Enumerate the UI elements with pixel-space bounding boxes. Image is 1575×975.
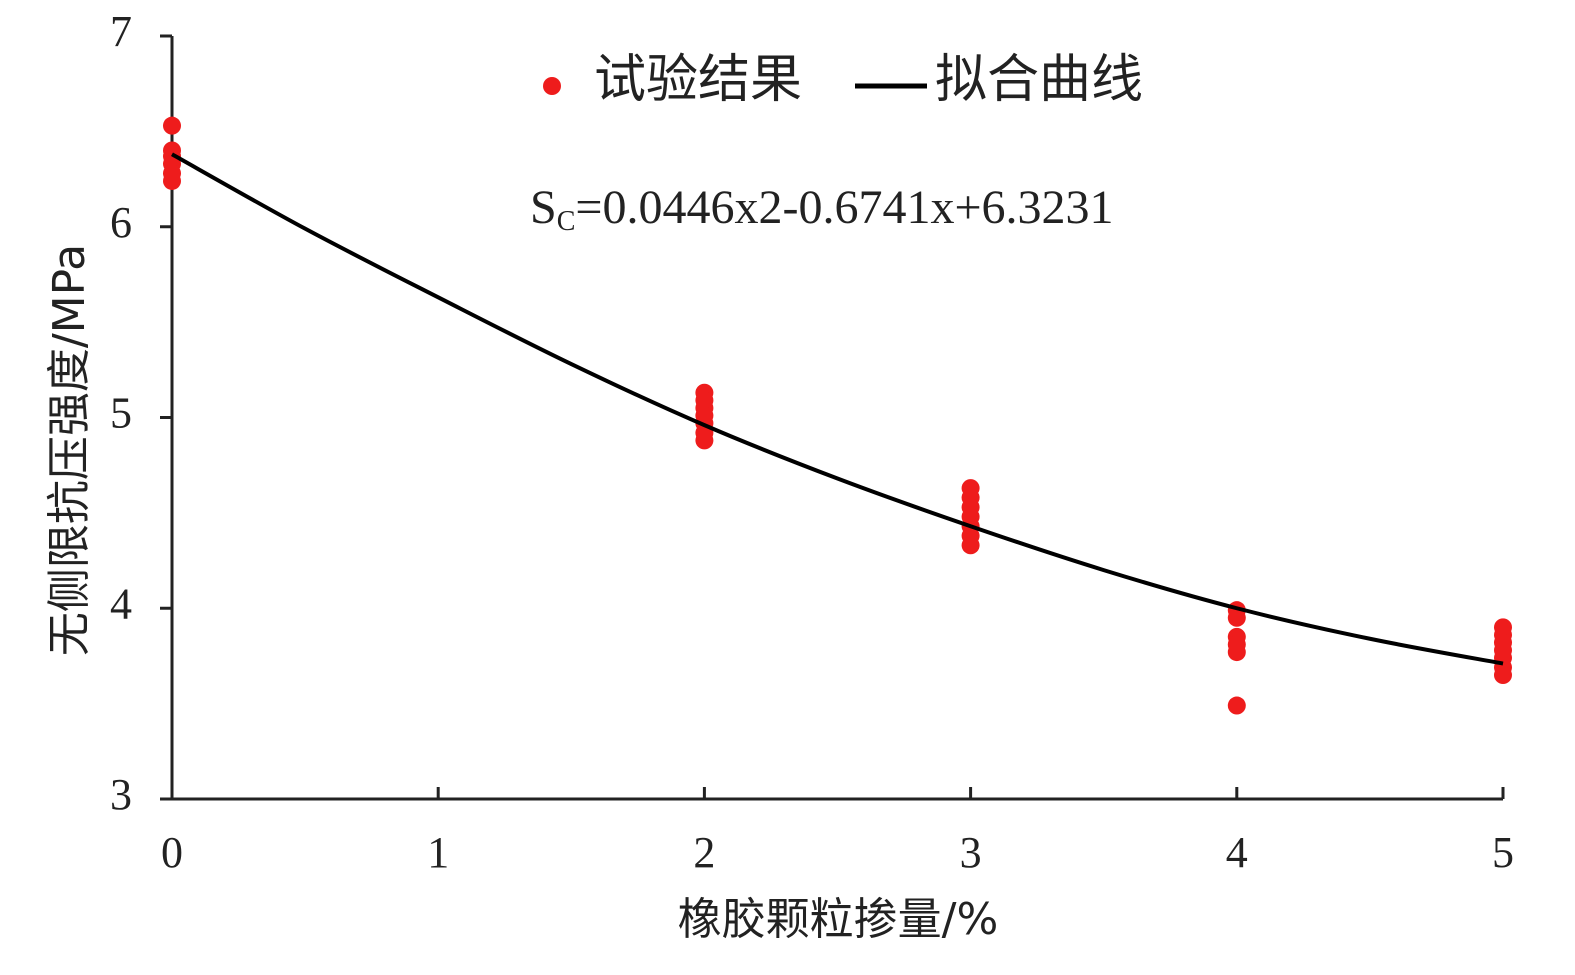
x-tick-label: 3 — [960, 828, 982, 877]
y-tick-label: 4 — [110, 579, 132, 628]
legend-label: 试验结果 — [594, 50, 802, 110]
legend-label: 拟合曲线 — [935, 50, 1143, 110]
x-tick-label: 4 — [1226, 828, 1248, 877]
point — [695, 431, 714, 450]
y-tick-label: 6 — [110, 198, 132, 247]
point — [1494, 666, 1512, 685]
y-axis-label: 无侧限抗压强度/MPa — [44, 244, 95, 656]
point — [1227, 643, 1246, 662]
y-tick-label: 5 — [110, 389, 132, 438]
x-tick-label: 2 — [693, 828, 715, 877]
x-tick-label: 0 — [161, 828, 183, 877]
equation: SC=0.0446x2-0.6741x+6.3231 — [530, 181, 1114, 237]
legend-marker — [543, 77, 561, 95]
x-axis-label: 橡胶颗粒掺量/% — [678, 894, 999, 945]
point — [163, 171, 181, 190]
point — [1227, 608, 1246, 627]
equation-rest: =0.0446x2-0.6741x+6.3231 — [575, 181, 1113, 234]
x-tick-label: 1 — [427, 828, 449, 877]
equation-sub: C — [557, 206, 576, 237]
point — [1227, 696, 1246, 715]
x-tick-label: 5 — [1492, 828, 1514, 877]
fit-line — [171, 152, 1504, 666]
point — [961, 536, 980, 555]
y-tick-label: 7 — [110, 7, 132, 56]
y-tick-label: 3 — [110, 770, 132, 819]
point — [163, 116, 181, 135]
equation-main: S — [530, 181, 557, 234]
